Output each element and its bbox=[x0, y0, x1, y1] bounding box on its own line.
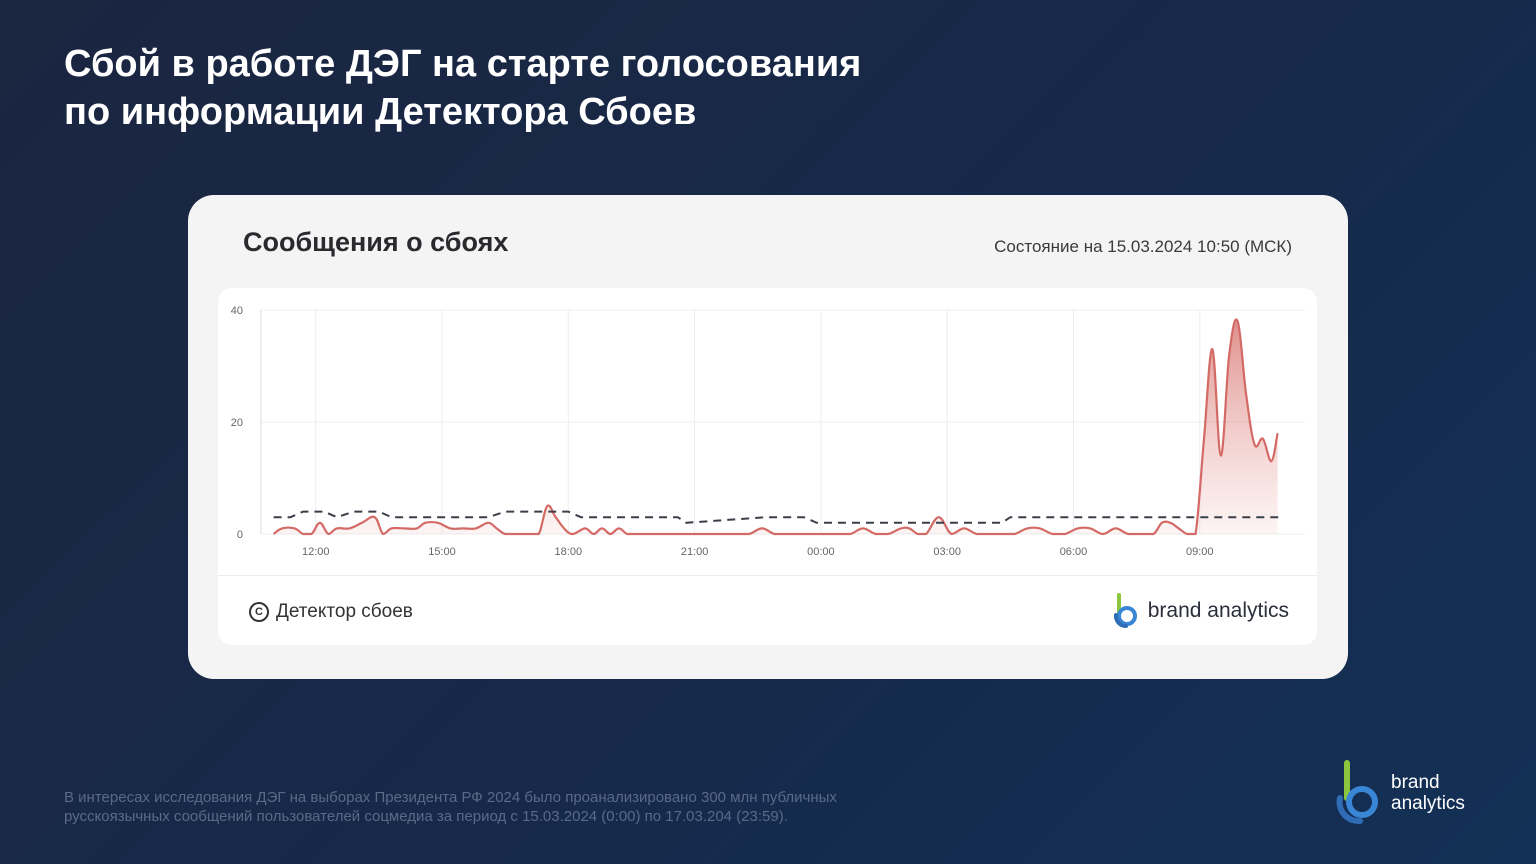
x-tick-label: 03:00 bbox=[933, 546, 961, 558]
footnote-line-1: В интересах исследования ДЭГ на выборах … bbox=[64, 789, 837, 806]
source-label: Детектор сбоев bbox=[276, 601, 413, 622]
series-area bbox=[273, 319, 1278, 534]
status-timestamp: Состояние на 15.03.2024 10:50 (МСК) bbox=[994, 237, 1292, 256]
source-credit: C Детектор сбоев bbox=[249, 601, 413, 623]
x-tick-label: 09:00 bbox=[1186, 546, 1214, 558]
card-title: Сообщения о сбоях bbox=[243, 227, 509, 257]
brand-analytics-badge: brand analytics bbox=[1112, 593, 1289, 629]
x-tick-label: 21:00 bbox=[681, 546, 709, 558]
brand-logo-line-1: brand bbox=[1391, 772, 1440, 793]
chart-panel: 0 20 40 12:00 15:00 18:00 21:00 00:00 03:00 06:00… bbox=[218, 288, 1317, 645]
divider bbox=[218, 575, 1317, 576]
footnote-line-2: русскоязычных сообщений пользователей со… bbox=[64, 808, 788, 825]
x-tick-label: 12:00 bbox=[302, 546, 330, 558]
y-tick-label: 20 bbox=[231, 417, 243, 429]
x-tick-label: 06:00 bbox=[1060, 546, 1088, 558]
page-title-line-2: по информации Детектора Сбоев bbox=[64, 91, 697, 133]
brand-logo-text: brand analytics bbox=[1391, 772, 1465, 814]
baseline-dashed-line bbox=[273, 510, 1284, 524]
x-tick-label: 18:00 bbox=[555, 546, 583, 558]
brand-analytics-logo: brand analytics bbox=[1333, 760, 1465, 826]
chart-card: Сообщения о сбоях Состояние на 15.03.202… bbox=[188, 195, 1348, 679]
y-tick-label: 40 bbox=[231, 305, 243, 317]
x-tick-label: 15:00 bbox=[428, 546, 456, 558]
footnote: В интересах исследования ДЭГ на выборах … bbox=[64, 788, 964, 826]
y-tick-label: 0 bbox=[237, 529, 243, 541]
x-tick-label: 00:00 bbox=[807, 546, 835, 558]
page-title: Сбой в работе ДЭГ на старте голосования … bbox=[64, 40, 1064, 136]
series-line bbox=[272, 318, 1279, 536]
brand-analytics-logo-icon bbox=[1113, 593, 1137, 629]
brand-analytics-logo-mark-icon bbox=[1336, 760, 1378, 825]
brand-logo-line-2: analytics bbox=[1391, 793, 1465, 814]
page-title-line-1: Сбой в работе ДЭГ на старте голосования bbox=[64, 43, 862, 85]
brand-label: brand analytics bbox=[1147, 599, 1289, 622]
copyright-icon: C bbox=[249, 602, 269, 622]
outage-chart: 0 20 40 12:00 15:00 18:00 21:00 00:00 03:00 06:00… bbox=[231, 305, 1305, 558]
